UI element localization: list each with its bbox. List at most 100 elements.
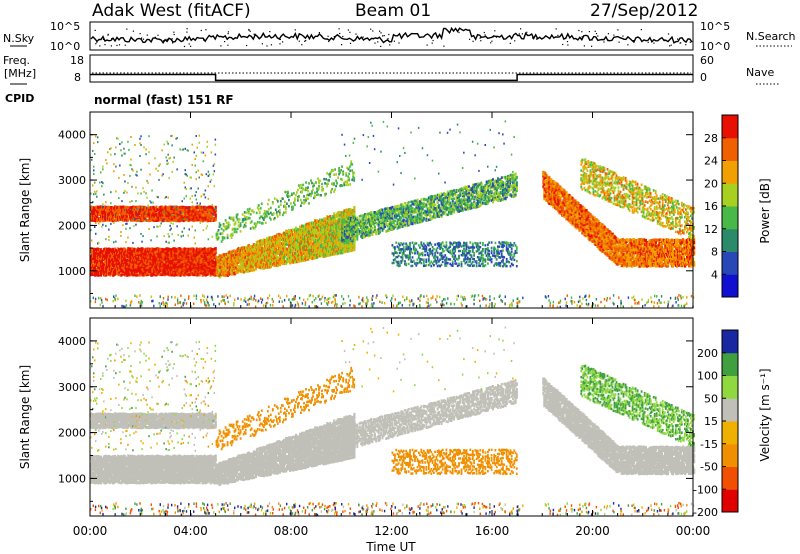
- power-cell: [125, 271, 128, 275]
- power-cell: [195, 154, 197, 157]
- power-cell: [184, 169, 186, 172]
- power-cell: [93, 193, 95, 196]
- power-cell: [288, 229, 291, 233]
- power-cell: [238, 247, 241, 250]
- power-cell: [145, 192, 147, 195]
- power-cell: [227, 225, 230, 229]
- power-cell: [140, 249, 143, 253]
- noise-search-point: [685, 44, 687, 46]
- power-cell: [167, 196, 169, 199]
- power-cell: [111, 267, 114, 271]
- power-cell: [213, 163, 216, 166]
- power-cell: [314, 191, 316, 195]
- power-cell: [297, 188, 299, 192]
- noise-search-point: [432, 39, 434, 42]
- power-cell: [226, 236, 229, 240]
- power-cell: [233, 230, 236, 234]
- power-cell: [96, 219, 99, 223]
- power-cell: [284, 260, 287, 264]
- power-cell: [238, 218, 241, 221]
- power-cell: [206, 145, 209, 148]
- power-cell: [137, 192, 139, 195]
- noise-search-point: [380, 32, 382, 34]
- power-cell: [301, 235, 304, 239]
- power-cell: [109, 148, 111, 150]
- power-cell: [200, 195, 203, 198]
- power-cell: [302, 183, 304, 187]
- noise-search-point: [318, 32, 320, 34]
- power-cell: [235, 255, 238, 259]
- power-cell: [171, 170, 173, 173]
- noise-search-point: [253, 33, 255, 35]
- power-cell: [204, 256, 207, 260]
- power-cell: [126, 191, 128, 194]
- power-cell: [214, 218, 217, 222]
- power-cell: [114, 213, 116, 216]
- noise-search-point: [379, 30, 381, 32]
- power-cell: [162, 173, 164, 176]
- power-cell: [166, 159, 168, 162]
- power-cell: [330, 189, 332, 193]
- power-cell: [208, 211, 211, 214]
- power-cell: [133, 268, 136, 272]
- power-cell: [230, 216, 233, 219]
- power-cell: [239, 222, 242, 225]
- power-cell: [241, 213, 244, 216]
- power-cell: [141, 267, 144, 271]
- power-cell: [135, 186, 137, 189]
- power-cell: [148, 219, 151, 223]
- power-cell: [135, 217, 137, 220]
- power-cell: [282, 197, 284, 200]
- power-cell: [158, 260, 161, 264]
- nave-right-label: Nave: [746, 66, 774, 79]
- power-cell: [302, 187, 304, 191]
- power-cell: [257, 208, 260, 211]
- power-cell: [224, 226, 227, 229]
- power-cell: [239, 254, 242, 258]
- power-cell: [292, 228, 295, 232]
- power-cell: [115, 218, 118, 222]
- power-cell: [325, 178, 327, 181]
- power-cell: [155, 253, 158, 257]
- power-cell: [222, 223, 225, 226]
- power-cell: [148, 135, 150, 138]
- power-cell: [298, 259, 301, 263]
- power-cell: [125, 227, 127, 230]
- power-cell: [313, 254, 316, 258]
- power-cell: [101, 260, 104, 264]
- power-cell: [298, 250, 301, 254]
- power-cell: [201, 216, 204, 220]
- power-cell: [128, 148, 130, 151]
- noise-search-point: [377, 41, 379, 43]
- power-cell: [124, 209, 126, 212]
- power-cell: [187, 234, 189, 237]
- power-cell: [200, 260, 203, 264]
- power-cell: [146, 196, 148, 199]
- power-cell: [319, 194, 321, 197]
- power-cell: [250, 220, 253, 223]
- power-cell: [148, 211, 151, 215]
- power-cell: [167, 233, 169, 236]
- power-cell: [131, 200, 133, 203]
- power-cell: [273, 197, 276, 200]
- power-cell: [251, 225, 254, 229]
- power-cell: [270, 247, 274, 251]
- power-cell: [198, 134, 200, 137]
- power-cell: [293, 192, 295, 195]
- power-cell: [203, 251, 206, 255]
- power-cell: [149, 173, 151, 176]
- power-cell: [122, 272, 125, 276]
- power-cell: [254, 266, 257, 270]
- power-cell: [110, 147, 112, 150]
- power-cell: [298, 195, 300, 198]
- power-cell: [117, 259, 120, 263]
- power-cell: [234, 228, 237, 231]
- power-cell: [102, 182, 104, 185]
- power-cell: [154, 157, 156, 160]
- power-cell: [167, 153, 169, 156]
- power-cell: [279, 203, 282, 206]
- power-cell: [314, 194, 316, 197]
- power-cell: [139, 255, 142, 259]
- power-cell: [207, 185, 210, 188]
- power-cell: [206, 214, 209, 218]
